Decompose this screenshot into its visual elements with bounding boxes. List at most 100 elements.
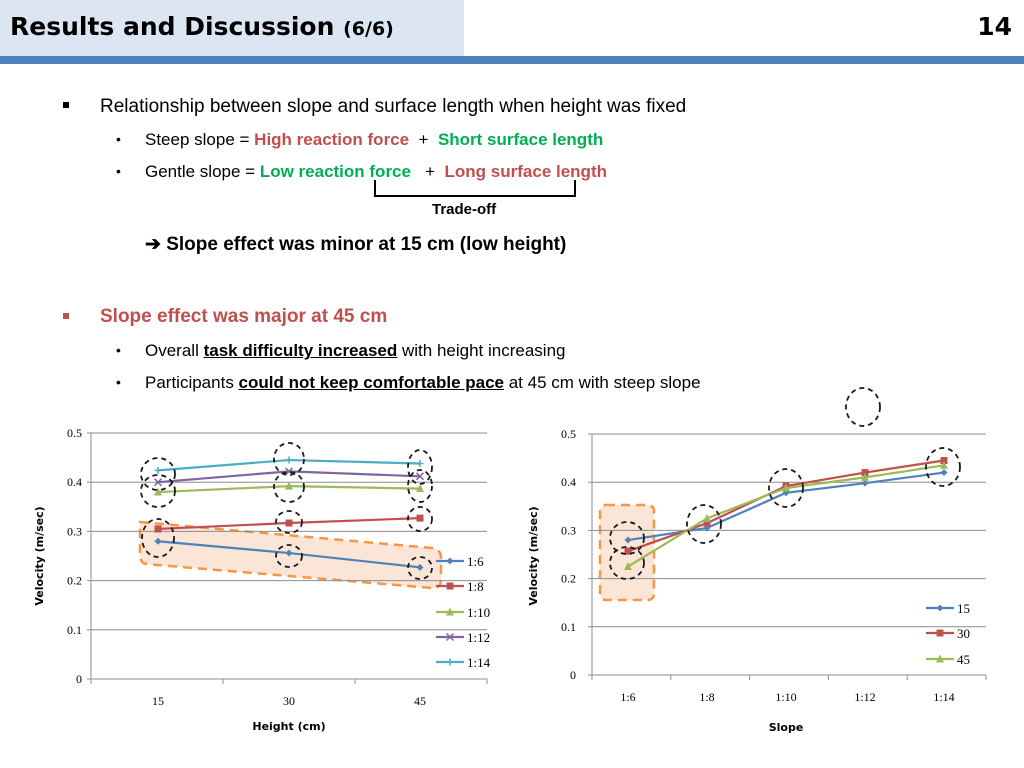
y-tick-label: 0.2 xyxy=(67,574,82,588)
conclusion-text: Slope effect was minor at 15 cm (low hei… xyxy=(166,234,567,255)
square-bullet-icon xyxy=(63,313,69,319)
data-point xyxy=(416,514,424,522)
high-reaction-force: High reaction force xyxy=(254,130,410,149)
arrow-right-icon: ➔ xyxy=(145,234,161,255)
legend-label: 30 xyxy=(957,626,970,641)
data-point xyxy=(624,536,632,544)
legend-label: 45 xyxy=(957,652,970,667)
data-point xyxy=(416,460,424,468)
highlight-region xyxy=(598,503,656,602)
overall-prefix: Overall xyxy=(145,341,204,360)
data-point xyxy=(940,460,948,469)
annotation-circle xyxy=(407,556,433,580)
y-tick-label: 0.5 xyxy=(561,427,576,441)
legend-label: 1:14 xyxy=(467,655,491,670)
steep-slope-prefix: Steep slope = xyxy=(145,130,255,149)
y-tick-label: 0.2 xyxy=(561,572,576,586)
y-tick-label: 0.5 xyxy=(67,426,82,440)
legend-label: 15 xyxy=(957,601,970,616)
annotation-circle xyxy=(140,457,176,491)
series-line xyxy=(627,464,945,568)
comfortable-pace-suffix: at 45 cm with steep slope xyxy=(504,373,701,392)
annotation-circle xyxy=(275,544,303,568)
trade-off-bracket xyxy=(374,180,576,197)
data-point xyxy=(284,467,294,476)
x-tick-label: 1:8 xyxy=(699,690,714,704)
y-tick-label: 0.1 xyxy=(67,623,82,637)
participants-prefix: Participants xyxy=(145,373,239,392)
steep-slope-line: Steep slope = High reaction force + Shor… xyxy=(145,130,603,150)
chart-slope: 0 0.1 0.2 0.3 0.4 0.5 1:6 1:8 1:10 1:12 1:14 Slope V… xyxy=(527,387,987,734)
x-tick-label: 1:6 xyxy=(620,690,635,704)
series-line xyxy=(157,540,421,569)
task-difficulty-suffix: with height increasing xyxy=(397,341,566,360)
data-point xyxy=(703,519,711,527)
data-point xyxy=(703,524,711,532)
x-axis-label: Slope xyxy=(769,721,804,734)
legend-marker xyxy=(446,607,454,616)
page-number: 14 xyxy=(977,12,1012,41)
series-line xyxy=(157,485,421,494)
data-point xyxy=(624,547,632,555)
x-tick-label: 30 xyxy=(283,694,295,708)
annotation-circle xyxy=(845,387,881,427)
x-tick-label: 1:14 xyxy=(933,690,954,704)
short-surface-length: Short surface length xyxy=(437,130,604,149)
data-point xyxy=(782,483,790,492)
plus-sign: + xyxy=(425,162,436,181)
series-line xyxy=(627,459,945,553)
dot-bullet-icon: • xyxy=(116,374,121,390)
task-difficulty-emph: task difficulty increased xyxy=(203,341,398,360)
slide-title: Results and Discussion (6/6) xyxy=(10,12,394,41)
annotation-circle xyxy=(407,449,433,485)
series-line xyxy=(157,458,421,472)
legend-marker xyxy=(446,658,454,666)
y-tick-label: 0.4 xyxy=(67,475,82,489)
chart-height: 0 0.1 0.2 0.3 0.4 0.5 15 30 45 Height (cm) Velocit… xyxy=(33,426,491,733)
data-point xyxy=(285,456,293,464)
slide-title-suffix: (6/6) xyxy=(343,18,394,40)
annotation-circle xyxy=(273,442,305,476)
data-point xyxy=(940,469,948,477)
data-point xyxy=(624,562,632,571)
data-point xyxy=(285,481,293,490)
y-tick-label: 0 xyxy=(76,672,82,686)
gentle-slope-prefix: Gentle slope = xyxy=(145,162,260,181)
x-tick-label: 45 xyxy=(414,694,426,708)
series-15 xyxy=(624,469,948,544)
series-1-6 xyxy=(154,537,424,571)
x-tick-label: 1:10 xyxy=(775,690,796,704)
dot-bullet-icon: • xyxy=(116,131,121,147)
legend-label: 1:6 xyxy=(467,554,484,569)
legend-marker xyxy=(445,632,455,642)
annotation-circle xyxy=(609,546,645,580)
annotation-circle xyxy=(686,504,722,544)
title-background xyxy=(0,0,464,56)
data-point xyxy=(153,478,163,487)
legend-label: 1:10 xyxy=(467,605,490,620)
dot-bullet-icon: • xyxy=(116,163,121,179)
comfortable-pace-emph: could not keep comfortable pace xyxy=(238,373,504,392)
legend-marker xyxy=(936,604,944,612)
legend-label: 1:12 xyxy=(467,630,490,645)
long-surface-length: Long surface length xyxy=(444,162,607,181)
conclusion-line: ➔ Slope effect was minor at 15 cm (low h… xyxy=(145,233,566,256)
data-point xyxy=(416,484,424,493)
annotation-circle xyxy=(925,447,961,487)
series-1-12 xyxy=(153,467,425,487)
x-tick-label: 1:12 xyxy=(854,690,875,704)
data-point xyxy=(415,472,425,481)
data-point xyxy=(782,489,790,497)
bullet-slope-major: Slope effect was major at 45 cm xyxy=(100,306,388,327)
annotation-circle xyxy=(407,469,433,503)
series-1-14 xyxy=(154,456,424,474)
legend-label: 1:8 xyxy=(467,579,484,594)
data-point xyxy=(154,525,162,533)
square-bullet-icon xyxy=(63,102,69,108)
comfortable-pace-line: Participants could not keep comfortable … xyxy=(145,373,701,393)
data-point xyxy=(940,457,948,465)
low-reaction-force: Low reaction force xyxy=(259,162,411,181)
annotation-circle xyxy=(768,468,804,508)
series-30 xyxy=(624,457,948,555)
data-point xyxy=(154,537,162,545)
